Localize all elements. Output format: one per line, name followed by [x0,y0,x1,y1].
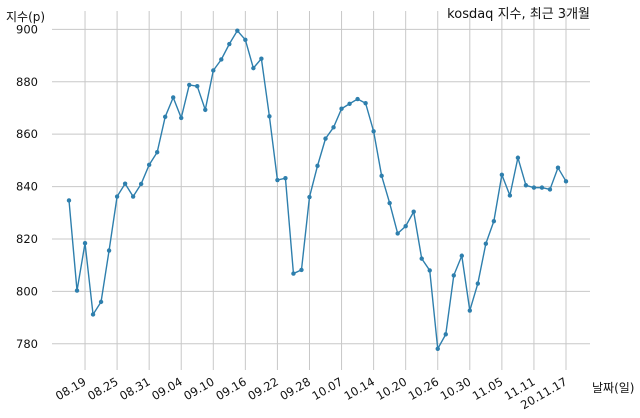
data-point [419,256,424,261]
data-points [66,28,569,351]
x-tick-label: 08.31 [117,374,153,403]
data-point [443,332,448,337]
data-point [435,346,440,351]
data-point [491,218,497,224]
data-point [114,194,120,199]
data-point [179,115,184,121]
x-tick-label: 09.10 [181,374,217,403]
data-point [106,248,112,253]
x-tick-label: 09.04 [149,374,185,403]
y-tick-label: 860 [16,127,38,141]
data-point [130,194,136,199]
data-point [531,185,537,190]
data-point [475,281,481,286]
data-point [275,177,280,183]
data-point [515,155,521,160]
data-point [162,114,168,120]
data-point [154,150,160,155]
data-point [339,106,344,111]
chart-title: kosdaq 지수, 최근 3개월 [447,7,590,22]
data-point [259,56,264,61]
data-point [459,253,464,258]
data-point [243,37,248,43]
data-point [315,163,320,169]
data-point [187,82,192,88]
data-point [363,101,368,106]
data-point [379,173,384,179]
y-tick-label: 780 [16,337,38,351]
data-point [467,308,473,313]
data-point [219,57,224,62]
series-line [68,29,567,352]
data-point [195,84,200,89]
x-tick-label: 11.05 [470,374,506,403]
data-point [403,223,408,229]
data-point [371,129,376,134]
data-point [235,28,240,33]
data-point [547,187,553,192]
x-tick-label: 08.25 [85,374,121,403]
x-axis-label: 날짜(일) [592,381,634,395]
data-point [555,165,561,170]
x-tick-label: 08.19 [53,374,89,403]
x-tick-label: 10.20 [374,374,410,403]
data-point [347,101,352,106]
x-tick-label: 09.28 [277,374,313,403]
data-point [323,136,328,141]
data-point [66,198,72,203]
data-point [251,65,256,71]
data-point [227,41,232,47]
data-point [98,299,104,305]
data-point [146,162,152,168]
x-tick-label: 10.30 [438,374,474,403]
x-tick-label: 10.26 [406,374,442,403]
data-point [267,114,272,119]
y-axis-label: 지수(p) [6,10,45,24]
data-point [74,288,80,293]
data-point [283,175,288,181]
data-point [523,183,529,188]
data-point [299,267,304,273]
x-tick-label: 09.22 [245,374,281,403]
data-point [499,172,505,177]
data-point [122,181,128,186]
y-tick-label: 840 [16,180,38,194]
x-tick-label: 10.07 [310,374,346,403]
y-tick-label: 820 [16,232,38,246]
x-tick-label: 10.14 [342,374,378,403]
data-point [211,68,216,73]
grid [52,11,590,370]
data-point [451,273,456,278]
data-point [427,268,432,273]
data-point [171,95,176,100]
data-point [387,200,392,206]
axes: 780 800 820 840 860 880 900 08.1908.2508.3109.0… [16,22,569,412]
data-point [395,231,400,236]
data-point [331,125,336,130]
data-point [291,271,296,276]
data-point [203,107,208,112]
data-point [563,179,569,184]
x-tick-label: 09.16 [213,374,249,403]
data-point [90,312,96,317]
data-point [539,185,545,190]
y-tick-label: 880 [16,75,38,89]
data-point [138,181,144,187]
series-path [68,29,567,352]
data-point [307,194,312,200]
data-point [355,96,360,102]
data-point [411,209,416,214]
data-point [483,241,489,246]
data-point [507,193,513,198]
data-point [82,240,88,246]
y-tick-label: 800 [16,284,38,298]
y-tick-label: 900 [16,22,38,36]
